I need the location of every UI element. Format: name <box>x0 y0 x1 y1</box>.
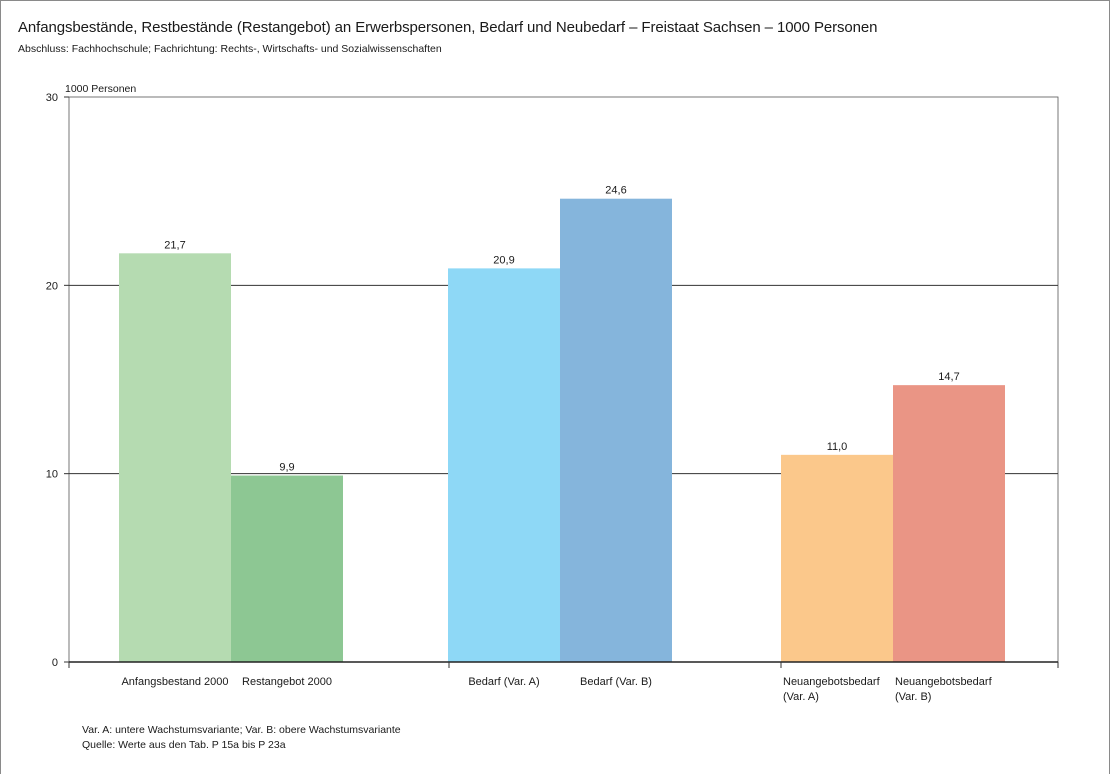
x-category-label: (Var. B) <box>895 691 931 703</box>
x-category-label: Bedarf (Var. B) <box>580 676 652 688</box>
x-category-label: Bedarf (Var. A) <box>468 676 539 688</box>
bar <box>560 198 672 662</box>
x-category-label: Neuangebotsbedarf <box>895 676 993 688</box>
y-tick-label: 10 <box>46 469 58 481</box>
x-category-label: Restangebot 2000 <box>242 676 332 688</box>
bar <box>781 454 893 662</box>
x-category-label: (Var. A) <box>783 691 819 703</box>
x-category-label: Anfangsbestand 2000 <box>121 676 228 688</box>
bar <box>119 253 231 663</box>
x-category-label: Neuangebotsbedarf <box>783 676 881 688</box>
footnote: Var. A: untere Wachstumsvariante; Var. B… <box>82 723 401 753</box>
bar <box>893 385 1005 662</box>
chart-title: Anfangsbestände, Restbestände (Restangeb… <box>18 19 878 36</box>
bar-value-label: 20,9 <box>493 254 514 266</box>
bar-value-label: 9,9 <box>279 462 294 474</box>
y-tick-label: 20 <box>46 280 58 292</box>
bar <box>231 475 343 662</box>
bar-value-label: 24,6 <box>605 185 626 197</box>
y-tick-label: 30 <box>46 92 58 104</box>
footnote-variants: Var. A: untere Wachstumsvariante; Var. B… <box>82 724 401 736</box>
chart-subtitle: Abschluss: Fachhochschule; Fachrichtung:… <box>18 43 442 55</box>
bar-value-label: 11,0 <box>827 441 848 453</box>
bar-value-label: 14,7 <box>938 371 959 383</box>
footnote-source: Quelle: Werte aus den Tab. P 15a bis P 2… <box>82 739 286 751</box>
bar-value-label: 21,7 <box>164 239 185 251</box>
y-tick-label: 0 <box>52 657 58 669</box>
y-axis-label: 1000 Personen <box>65 83 136 95</box>
bar <box>448 268 560 662</box>
